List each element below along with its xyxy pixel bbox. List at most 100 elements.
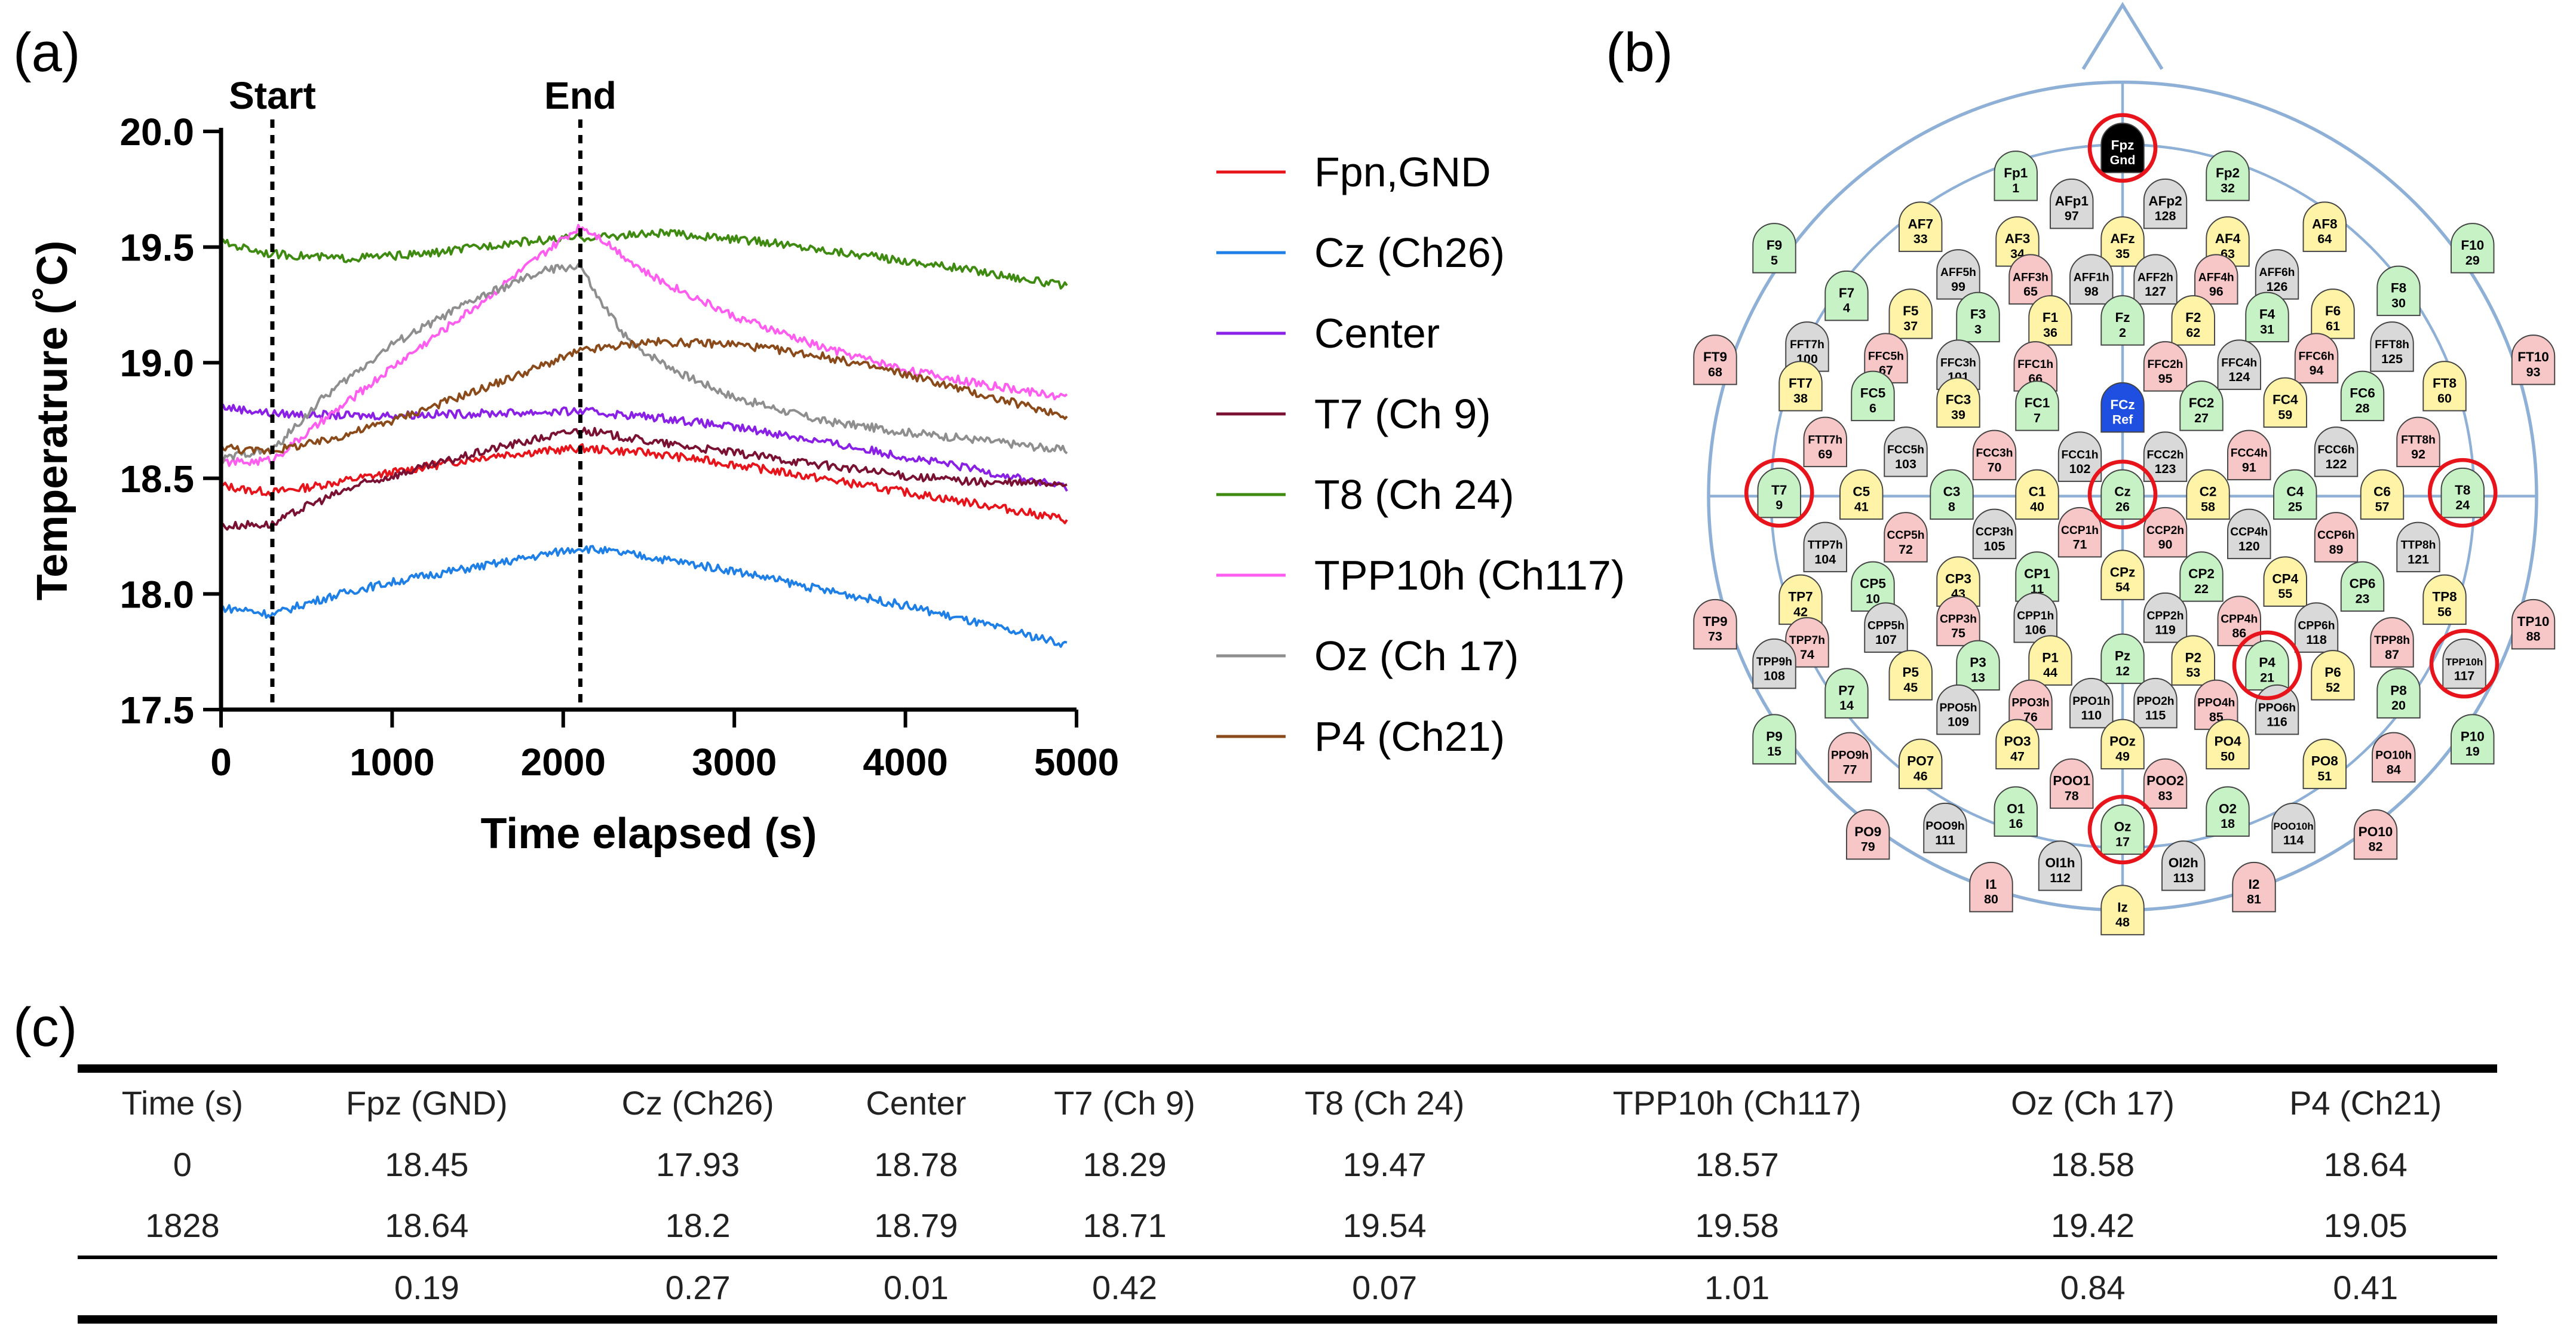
table-cell: 18.57 bbox=[1695, 1145, 1779, 1183]
electrode-channel: 61 bbox=[2326, 319, 2340, 333]
electrode-name: CP1 bbox=[2024, 566, 2050, 581]
highlight-ring-tpp10h bbox=[2429, 628, 2500, 699]
table-cell: 19.42 bbox=[2051, 1207, 2135, 1244]
electrode-channel: 20 bbox=[2391, 698, 2406, 713]
electrode-channel: 42 bbox=[1793, 604, 1808, 619]
electrode-name: FCC5h bbox=[1887, 444, 1924, 456]
electrode-channel: 96 bbox=[2209, 284, 2224, 299]
electrode-name: P1 bbox=[2042, 650, 2059, 665]
electrode-channel: 3 bbox=[1974, 322, 1982, 336]
electrode-name: F4 bbox=[2259, 307, 2276, 322]
x-tick-label-3: 3000 bbox=[692, 741, 777, 784]
electrode-channel: 120 bbox=[2238, 539, 2260, 553]
electrode-channel: 7 bbox=[2034, 411, 2041, 425]
electrode-name: AFF6h bbox=[2259, 266, 2295, 279]
electrode-shape bbox=[2100, 804, 2145, 855]
electrode-shape bbox=[2050, 178, 2094, 229]
electrode-channel: 109 bbox=[1948, 715, 1969, 729]
electrode-name: F7 bbox=[1839, 286, 1854, 300]
electrode-name: FC2 bbox=[2189, 395, 2215, 410]
electrode-channel: 60 bbox=[2437, 391, 2452, 406]
electrode-shape bbox=[2273, 469, 2317, 520]
electrode-name: CCP5h bbox=[1887, 529, 1924, 542]
electrode-shape bbox=[2171, 635, 2215, 686]
table-cell: 18.58 bbox=[2051, 1145, 2135, 1183]
electrode-name: FFC4h bbox=[2221, 357, 2257, 369]
electrode-name: FT8 bbox=[2433, 376, 2457, 391]
electrode-shape bbox=[2013, 592, 2057, 643]
electrode-shape bbox=[1864, 333, 1908, 383]
electrode-shape bbox=[1851, 561, 1895, 612]
table-cell: 18.29 bbox=[1082, 1145, 1167, 1183]
electrode-name: CPP1h bbox=[2017, 610, 2054, 622]
table-header-cell: T7 (Ch 9) bbox=[1002, 1064, 1247, 1133]
electrode-name: CCP6h bbox=[2317, 529, 2355, 542]
electrode-name: Fp2 bbox=[2216, 165, 2240, 180]
electrode-shape bbox=[2194, 679, 2238, 730]
electrode-name: AF8 bbox=[2312, 216, 2338, 231]
electrode-shape bbox=[2133, 677, 2178, 729]
head-nose bbox=[2081, 2, 2164, 70]
electrode-name: PPO9h bbox=[1831, 750, 1869, 762]
electrode-shape bbox=[2015, 551, 2059, 602]
electrode-channel: 72 bbox=[1899, 542, 1913, 557]
series-line-6 bbox=[220, 263, 1068, 464]
electrode-name: PO4 bbox=[2214, 734, 2241, 749]
electrode-name: O2 bbox=[2219, 801, 2237, 816]
electrode-name: AFF2h bbox=[2138, 271, 2173, 284]
electrode-shape bbox=[1884, 512, 1928, 563]
electrode-shape bbox=[2057, 507, 2102, 558]
electrode-channel: 40 bbox=[2030, 499, 2044, 514]
electrode-channel: 121 bbox=[2408, 552, 2429, 566]
electrode-shape bbox=[2171, 295, 2215, 346]
electrode-name: PPO4h bbox=[2197, 697, 2235, 710]
y-tick-label-3: 19.0 bbox=[119, 342, 194, 385]
table-cell: 0 bbox=[173, 1145, 192, 1183]
electrode-shape bbox=[1969, 861, 2013, 913]
electrode-shape bbox=[1936, 249, 1980, 300]
legend-label-7: P4 (Ch21) bbox=[1314, 713, 1505, 760]
electrode-channel: 54 bbox=[2115, 580, 2130, 594]
electrode-channel: 118 bbox=[2306, 633, 2327, 647]
electrode-shape bbox=[1752, 223, 1796, 274]
electrode-channel: 38 bbox=[1793, 391, 1808, 406]
series-line-3 bbox=[220, 426, 1068, 531]
electrode-name: Oz bbox=[2114, 819, 2132, 834]
electrode-channel: 105 bbox=[1984, 539, 2005, 553]
electrode-name: C1 bbox=[2029, 484, 2046, 499]
electrode-name: POO1 bbox=[2053, 774, 2090, 788]
electrode-name: TPP9h bbox=[1756, 656, 1792, 668]
legend-label-4: T8 (Ch 24) bbox=[1314, 471, 1514, 518]
electrode-channel: 47 bbox=[2010, 749, 2025, 763]
electrode-shape bbox=[1899, 201, 1943, 252]
electrode-name: P3 bbox=[1970, 655, 1986, 670]
electrode-shape bbox=[1778, 574, 1823, 625]
electrode-shape bbox=[2294, 602, 2339, 653]
electrode-shape bbox=[2206, 786, 2250, 837]
